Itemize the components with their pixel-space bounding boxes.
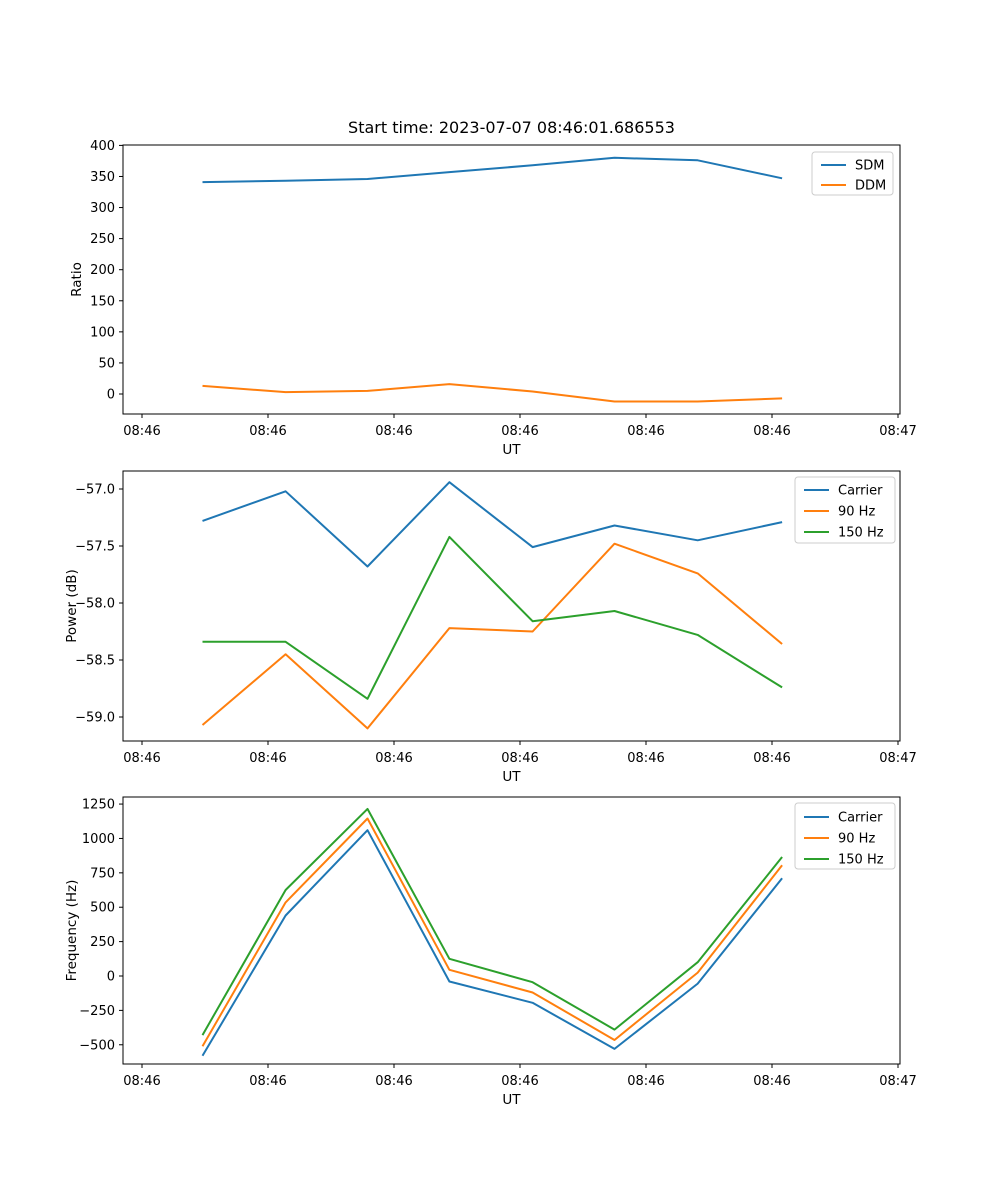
- x-axis-label: UT: [502, 1092, 521, 1108]
- y-tick-label: −58.0: [75, 597, 115, 612]
- y-tick-label: 300: [90, 201, 115, 216]
- series-lines: [201, 807, 783, 1057]
- legend: Carrier 90 Hz 150 Hz: [794, 802, 896, 870]
- x-tick-labels: 08:46 08:46 08:46 08:46 08:46 08:46 08:47: [123, 741, 917, 766]
- legend-label: DDM: [855, 179, 886, 194]
- legend-label: Carrier: [838, 484, 883, 499]
- y-tick-labels: 0 50 100 150 200 250 300 350 400: [90, 139, 123, 403]
- y-tick-label: 250: [90, 232, 115, 247]
- power-chart: 08:46 08:46 08:46 08:46 08:46 08:46 08:47 UT −57…: [64, 470, 917, 785]
- x-tick-labels: 08:46 08:46 08:46 08:46 08:46 08:46 08:47: [123, 1064, 917, 1089]
- legend-box: [794, 802, 896, 870]
- y-tick-label: 150: [90, 294, 115, 309]
- x-tick-label: 08:46: [249, 1074, 286, 1089]
- legend-label: 150 Hz: [838, 526, 884, 541]
- x-tick-label: 08:47: [879, 424, 916, 439]
- x-tick-label: 08:46: [627, 1074, 664, 1089]
- legend-label: 90 Hz: [838, 505, 875, 520]
- y-tick-label: 50: [98, 356, 115, 371]
- legend-label: 150 Hz: [838, 853, 884, 868]
- x-tick-label: 08:46: [375, 751, 412, 766]
- x-tick-labels: 08:46 08:46 08:46 08:46 08:46 08:46 08:47: [123, 414, 917, 439]
- y-tick-label: 250: [90, 935, 115, 950]
- legend-label: 90 Hz: [838, 832, 875, 847]
- figure-title: Start time: 2023-07-07 08:46:01.686553: [348, 118, 675, 137]
- axes-frame: [122, 144, 901, 415]
- y-tick-label: 750: [90, 866, 115, 881]
- legend-label: Carrier: [838, 811, 883, 826]
- y-tick-label: −57.5: [75, 540, 115, 555]
- series-line-90-hz: [201, 817, 783, 1047]
- x-tick-label: 08:46: [249, 424, 286, 439]
- y-tick-label: −500: [79, 1038, 115, 1053]
- y-tick-label: 400: [90, 139, 115, 154]
- series-line-carrier: [202, 481, 783, 568]
- y-tick-label: −250: [79, 1004, 115, 1019]
- series-line-150-hz: [201, 807, 783, 1036]
- legend-label: SDM: [855, 159, 884, 174]
- legend: SDM DDM: [811, 151, 894, 196]
- series-line-90-hz: [201, 542, 783, 730]
- x-tick-label: 08:46: [753, 424, 790, 439]
- y-tick-label: −57.0: [75, 483, 115, 498]
- x-tick-label: 08:46: [753, 1074, 790, 1089]
- y-tick-label: 350: [90, 170, 115, 185]
- y-tick-label: 1250: [82, 798, 115, 813]
- y-tick-label: 100: [90, 325, 115, 340]
- x-axis-label: UT: [502, 769, 521, 785]
- series-line-ddm: [202, 383, 783, 403]
- series-line-sdm: [202, 156, 783, 184]
- y-tick-labels: −57.0 −57.5 −58.0 −58.5 −59.0: [75, 483, 123, 726]
- y-tick-label: 0: [107, 388, 115, 403]
- x-tick-label: 08:46: [501, 1074, 538, 1089]
- y-axis-label: Frequency (Hz): [64, 880, 80, 982]
- x-tick-label: 08:46: [501, 424, 538, 439]
- x-tick-label: 08:47: [879, 751, 916, 766]
- ratio-chart: 08:46 08:46 08:46 08:46 08:46 08:46 08:47 UT 0 50…: [69, 139, 917, 458]
- y-tick-label: 200: [90, 263, 115, 278]
- x-tick-label: 08:46: [375, 1074, 412, 1089]
- x-tick-label: 08:46: [123, 424, 160, 439]
- y-tick-label: −59.0: [75, 711, 115, 726]
- x-tick-label: 08:46: [501, 751, 538, 766]
- x-tick-label: 08:46: [249, 751, 286, 766]
- axes-frame: [122, 470, 901, 742]
- y-tick-label: 500: [90, 901, 115, 916]
- legend-box: [794, 476, 896, 544]
- legend: Carrier 90 Hz 150 Hz: [794, 476, 896, 544]
- y-tick-label: −58.5: [75, 654, 115, 669]
- x-tick-label: 08:46: [123, 1074, 160, 1089]
- series-lines: [201, 481, 783, 730]
- y-tick-labels: 1250 1000 750 500 250 0 −250 −500: [79, 798, 123, 1053]
- series-lines: [202, 156, 783, 403]
- x-tick-label: 08:46: [753, 751, 790, 766]
- y-axis-label: Power (dB): [64, 569, 80, 642]
- x-tick-label: 08:46: [375, 424, 412, 439]
- x-tick-label: 08:47: [879, 1074, 916, 1089]
- x-axis-label: UT: [502, 442, 521, 458]
- x-tick-label: 08:46: [627, 424, 664, 439]
- series-line-150-hz: [202, 535, 783, 700]
- frequency-chart: 08:46 08:46 08:46 08:46 08:46 08:46 08:47 UT 125…: [64, 796, 917, 1108]
- x-tick-label: 08:46: [123, 751, 160, 766]
- axes-frame: [122, 796, 901, 1065]
- x-tick-label: 08:46: [627, 751, 664, 766]
- y-axis-label: Ratio: [69, 262, 85, 297]
- y-tick-label: 1000: [82, 832, 115, 847]
- series-line-carrier: [201, 829, 783, 1057]
- y-tick-label: 0: [107, 970, 115, 985]
